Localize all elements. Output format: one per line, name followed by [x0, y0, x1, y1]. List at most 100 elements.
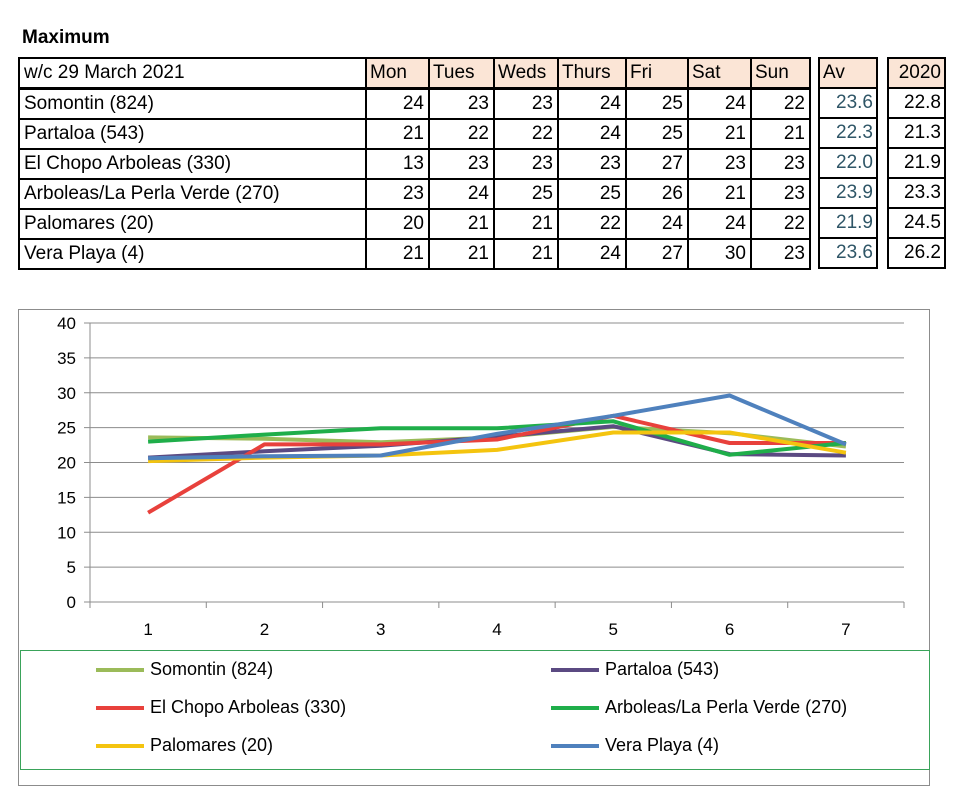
average-cell: 23.6	[818, 87, 878, 119]
temperature-cell: 24	[365, 87, 430, 120]
temperature-cell: 30	[687, 238, 752, 270]
series-line-3	[147, 419, 847, 457]
temperature-cell: 24	[557, 238, 627, 270]
temperature-cell: 23	[493, 87, 559, 120]
table-row: 23.6	[818, 237, 878, 269]
legend-label: Vera Playa (4)	[605, 735, 720, 755]
page-title: Maximum	[22, 27, 110, 48]
legend-swatch	[551, 743, 599, 748]
temperature-table: w/c 29 March 2021 Mon Tues Weds Thurs Fri Sat S…	[18, 57, 811, 270]
legend-label: El Chopo Arboleas (330)	[150, 697, 347, 717]
y-tick-label: 30	[57, 384, 76, 403]
table-row: Vera Playa (4) 21 21 21 24 27 30 23	[18, 238, 811, 270]
av-header: Av	[818, 57, 878, 89]
temperature-cell: 27	[625, 148, 689, 180]
legend-item: Arboleas/La Perla Verde (270)	[551, 697, 847, 718]
y-tick-label: 5	[67, 558, 76, 577]
x-tick-label: 3	[376, 620, 385, 639]
table-row: 22.3	[818, 117, 878, 149]
table-row: Partaloa (543) 21 22 22 24 25 21 21	[18, 118, 811, 150]
temperature-cell: 23	[557, 148, 627, 180]
year-header: 2020	[887, 57, 946, 89]
legend-swatch	[96, 667, 144, 672]
x-tick-label: 7	[841, 620, 850, 639]
legend-label: Palomares (20)	[150, 735, 274, 755]
temperature-cell: 13	[365, 148, 430, 180]
temperature-cell: 22	[557, 208, 627, 240]
y-tick-label: 0	[67, 593, 76, 612]
y-tick-label: 35	[57, 349, 76, 368]
year-2020-cell: 26.2	[887, 237, 946, 269]
table-row: 23.9	[818, 177, 878, 209]
temperature-cell: 23	[750, 238, 811, 270]
temperature-cell: 21	[687, 178, 752, 210]
table-row: 22.0	[818, 147, 878, 179]
year-2020-cell: 22.8	[887, 87, 946, 119]
average-table: Av 23.6 22.3 22.0 23.9 21.9 23.6	[818, 57, 878, 269]
legend-label: Partaloa (543)	[605, 659, 720, 679]
location-cell: Palomares (20)	[18, 208, 367, 240]
temperature-cell: 24	[557, 118, 627, 150]
x-tick-label: 4	[492, 620, 501, 639]
temperature-cell: 25	[493, 178, 559, 210]
temperature-cell: 23	[428, 148, 495, 180]
average-cell: 23.9	[818, 177, 878, 209]
temperature-cell: 24	[687, 208, 752, 240]
x-tick-label: 6	[725, 620, 734, 639]
year-2020-cell: 24.5	[887, 207, 946, 239]
average-cell: 23.6	[818, 237, 878, 269]
temperature-cell: 23	[493, 148, 559, 180]
day-header: Sun	[750, 57, 811, 90]
x-tick-label: 1	[143, 620, 152, 639]
temperature-cell: 22	[750, 208, 811, 240]
legend-item: El Chopo Arboleas (330)	[96, 697, 346, 718]
temperature-cell: 21	[687, 118, 752, 150]
legend-label: Arboleas/La Perla Verde (270)	[605, 697, 848, 717]
table-row: 24.5	[887, 207, 946, 239]
temperature-cell: 25	[557, 178, 627, 210]
legend-swatch	[96, 743, 144, 748]
table-header-row: Av	[818, 57, 878, 89]
y-tick-label: 15	[57, 488, 76, 507]
table-row: El Chopo Arboleas (330) 13 23 23 23 27 23 23	[18, 148, 811, 180]
x-tick-label: 5	[609, 620, 618, 639]
legend-swatch	[551, 705, 599, 710]
y-tick-label: 25	[57, 419, 76, 438]
temperature-cell: 22	[493, 118, 559, 150]
legend-label: Somontin (824)	[150, 659, 274, 679]
series-line-2	[147, 413, 846, 515]
temperature-cell: 23	[750, 148, 811, 180]
x-tick-label: 2	[260, 620, 269, 639]
temperature-cell: 20	[365, 208, 430, 240]
series-line-5	[148, 393, 847, 461]
temperature-cell: 23	[687, 148, 752, 180]
legend-item: Palomares (20)	[96, 735, 273, 756]
table-row: 21.9	[887, 147, 946, 179]
table-header-row: w/c 29 March 2021 Mon Tues Weds Thurs Fri Sat S…	[18, 57, 811, 90]
location-cell: El Chopo Arboleas (330)	[18, 148, 367, 180]
day-header: Mon	[365, 57, 430, 90]
temperature-cell: 21	[365, 118, 430, 150]
table-row: Arboleas/La Perla Verde (270) 23 24 25 25 26 2…	[18, 178, 811, 210]
table-row: 23.6	[818, 87, 878, 119]
temperature-cell: 21	[365, 238, 430, 270]
table-row: 22.8	[887, 87, 946, 119]
table-row: 21.3	[887, 117, 946, 149]
location-cell: Vera Playa (4)	[18, 238, 367, 270]
year-2020-cell: 21.9	[887, 147, 946, 179]
table-row: 23.3	[887, 177, 946, 209]
temperature-cell: 27	[625, 238, 689, 270]
year-2020-table: 2020 22.8 21.3 21.9 23.3 24.5 26.2	[887, 57, 946, 269]
table-row: 26.2	[887, 237, 946, 269]
average-cell: 21.9	[818, 207, 878, 239]
average-cell: 22.3	[818, 117, 878, 149]
location-cell: Arboleas/La Perla Verde (270)	[18, 178, 367, 210]
y-tick-label: 20	[57, 454, 76, 473]
temperature-cell: 21	[428, 208, 495, 240]
temperature-cell: 21	[750, 118, 811, 150]
temperature-cell: 21	[493, 238, 559, 270]
table-row: 21.9	[818, 207, 878, 239]
legend-item: Vera Playa (4)	[551, 735, 719, 756]
temperature-cell: 25	[625, 118, 689, 150]
